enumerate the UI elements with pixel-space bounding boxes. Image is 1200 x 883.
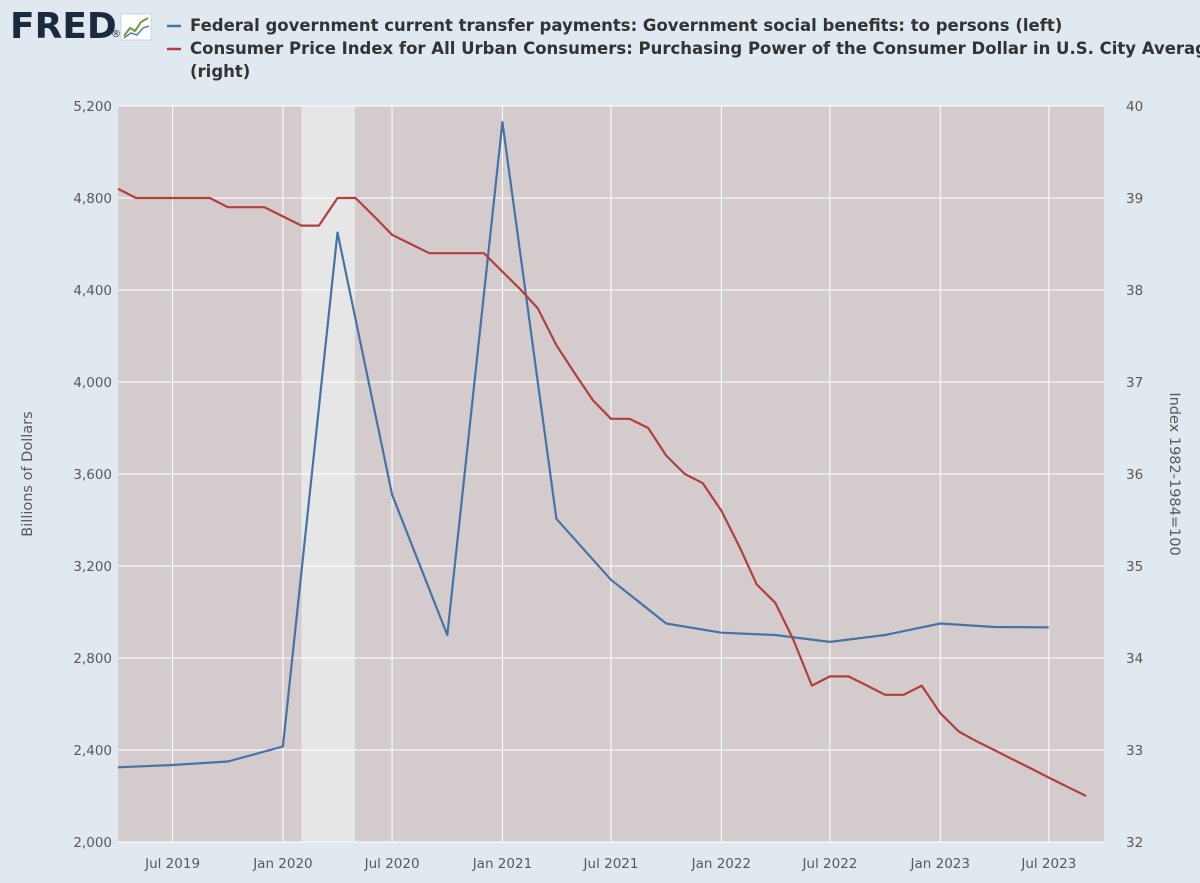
x-tick-label-6: Jul 2022 [801, 856, 857, 872]
series-line-purchasing-power[interactable] [117, 187, 1087, 797]
left-tick-label-8: 5,200 [73, 99, 112, 115]
right-axis-title: Index 1982-1984=100 [1166, 392, 1182, 555]
right-tick-label-3: 35 [1126, 559, 1143, 575]
right-tick-label-8: 40 [1126, 99, 1143, 115]
x-tick-label-1: Jan 2020 [252, 856, 312, 872]
left-tick-label-0: 2,000 [73, 835, 112, 851]
x-tick-label-7: Jan 2023 [910, 856, 970, 872]
left-tick-label-4: 3,600 [73, 467, 112, 483]
left-tick-label-5: 4,000 [73, 375, 112, 391]
legend-label-social-benefits: Federal government current transfer paym… [190, 16, 1062, 35]
right-tick-label-1: 33 [1126, 743, 1143, 759]
x-tick-label-8: Jul 2023 [1020, 856, 1076, 872]
trend-line-icon [120, 13, 152, 41]
registered-mark: ® [111, 29, 121, 40]
x-tick-label-4: Jul 2021 [583, 856, 639, 872]
left-axis-title: Billions of Dollars [20, 411, 36, 536]
left-tick-label-6: 4,400 [73, 283, 112, 299]
x-tick-label-2: Jul 2020 [364, 856, 420, 872]
fred-logo-text: FRED [10, 6, 117, 47]
right-axis-ticks: 32 33 34 35 36 37 38 39 40 [1126, 99, 1143, 851]
x-axis-ticks: Jul 2019 Jan 2020 Jul 2020 Jan 2021 Jul 2021… [144, 856, 1076, 872]
right-tick-label-7: 39 [1126, 191, 1143, 207]
gridlines [118, 105, 1104, 843]
left-tick-label-1: 2,400 [73, 743, 112, 759]
left-tick-label-2: 2,800 [73, 651, 112, 667]
right-tick-label-2: 34 [1126, 651, 1143, 667]
legend-item-social-benefits[interactable]: Federal government current transfer paym… [167, 16, 1062, 35]
left-tick-label-7: 4,800 [73, 191, 112, 207]
series-line-social-benefits[interactable] [117, 120, 1049, 769]
right-tick-label-0: 32 [1126, 835, 1143, 851]
right-tick-label-4: 36 [1126, 467, 1143, 483]
series-lines [117, 120, 1087, 797]
legend-item-purchasing-power[interactable]: Consumer Price Index for All Urban Consu… [167, 39, 1200, 81]
x-tick-label-3: Jan 2021 [472, 856, 532, 872]
chart-legend: Federal government current transfer paym… [167, 16, 1200, 81]
left-axis-ticks: 2,000 2,400 2,800 3,200 3,600 4,000 4,400 4,800… [73, 99, 112, 851]
legend-label-purchasing-power: Consumer Price Index for All Urban Consu… [190, 39, 1200, 58]
legend-label-purchasing-power-suffix: (right) [190, 62, 250, 81]
x-tick-label-0: Jul 2019 [144, 856, 200, 872]
left-tick-label-3: 3,200 [73, 559, 112, 575]
right-tick-label-5: 37 [1126, 375, 1143, 391]
x-tick-label-5: Jan 2022 [691, 856, 751, 872]
right-tick-label-6: 38 [1126, 283, 1143, 299]
fred-logo[interactable]: FRED ® [10, 6, 152, 47]
